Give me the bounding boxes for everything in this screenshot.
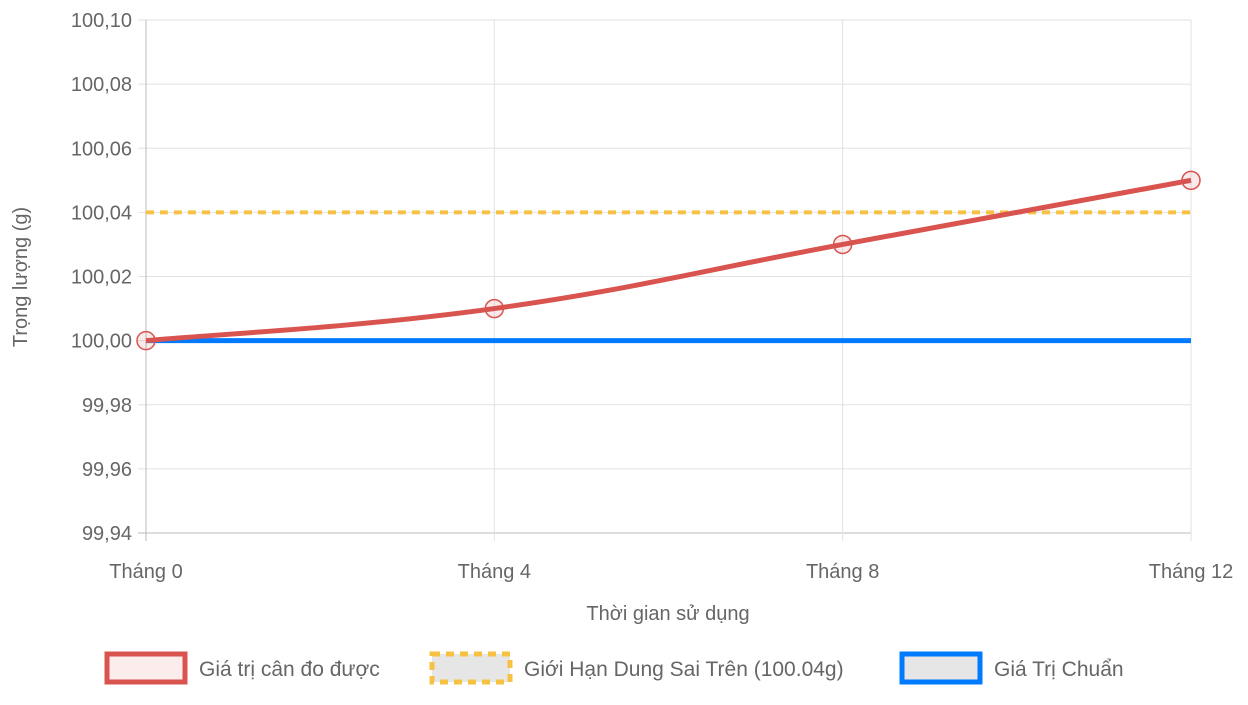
y-tick-label: 99,94 (82, 523, 132, 545)
x-tick-label: Tháng 8 (806, 561, 879, 583)
legend-swatch-0 (104, 651, 188, 685)
x-tick-label: Tháng 12 (1149, 561, 1234, 583)
x-tick-label: Tháng 0 (109, 561, 182, 583)
legend-swatch-1 (429, 651, 513, 685)
legend-label-1: Giới Hạn Dung Sai Trên (100.04g) (524, 658, 844, 681)
y-tick-label: 100,06 (71, 138, 132, 160)
y-tick-label: 100,02 (71, 267, 132, 289)
x-tick-label: Tháng 4 (458, 561, 531, 583)
data-point (832, 234, 853, 255)
y-tick-label: 100,10 (71, 10, 132, 32)
y-axis-label: Trọng lượng (g) (10, 207, 32, 347)
legend-label-2: Giá Trị Chuẩn (994, 658, 1124, 681)
data-point (484, 298, 505, 319)
y-tick-label: 99,96 (82, 459, 132, 481)
series-line-0 (145, 177, 1192, 344)
y-axis-ticks: 100,10 100,08 100,06 100,04 100,02 100,00 99,9… (71, 10, 132, 545)
x-axis-ticks: Tháng 0 Tháng 4 Tháng 8 Tháng 12 (109, 561, 1233, 583)
y-tick-label: 100,08 (71, 74, 132, 96)
legend-swatch-2 (899, 651, 983, 685)
y-tick-label: 99,98 (82, 395, 132, 417)
x-axis-label: Thời gian sử dụng (586, 603, 749, 625)
series-group (136, 170, 1201, 351)
legend: Giá trị cân đo được Giới Hạn Dung Sai Trê… (104, 651, 1124, 685)
legend-label-0: Giá trị cân đo được (199, 658, 380, 681)
data-point (136, 330, 156, 351)
y-tick-label: 100,00 (71, 331, 132, 353)
y-tick-label: 100,04 (71, 202, 132, 224)
data-point (1181, 170, 1201, 191)
